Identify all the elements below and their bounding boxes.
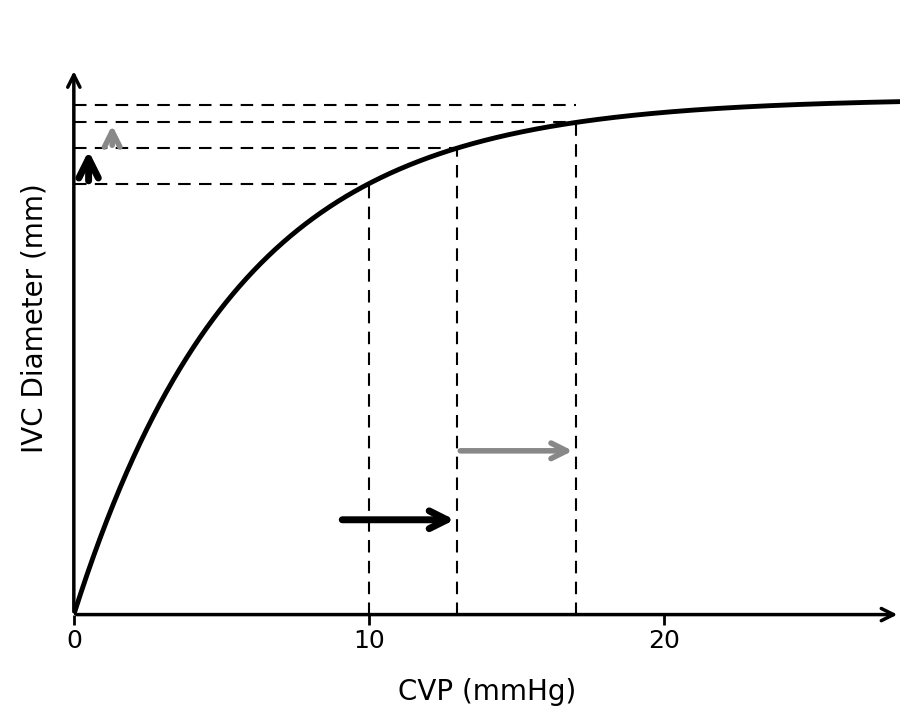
Y-axis label: IVC Diameter (mm): IVC Diameter (mm) [21, 182, 49, 453]
X-axis label: CVP (mmHg): CVP (mmHg) [398, 678, 577, 706]
